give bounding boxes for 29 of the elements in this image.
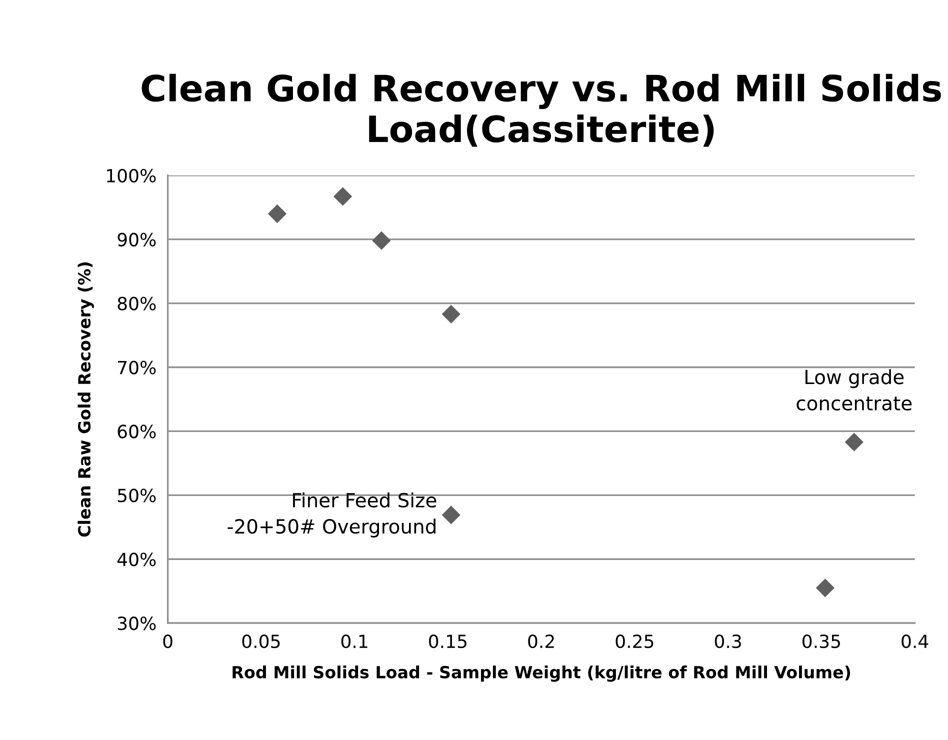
y-tick-label: 90% [118,232,156,246]
x-tick-label: 0.05 [242,634,280,648]
y-tick-label: 70% [118,360,156,374]
x-tick-label: 0.4 [902,634,928,648]
y-tick-label: 30% [118,616,156,630]
point [333,187,352,206]
y-tick-label: 100% [107,168,156,182]
x-tick-label: 0 [163,634,172,648]
point [268,204,287,224]
annotation: Low grade concentrate [796,369,912,411]
x-tick-label: 0.2 [528,634,554,648]
point [442,506,460,524]
x-tick-label: 0.3 [714,634,741,648]
x-tick-label: 0.25 [616,634,654,648]
point [442,304,460,324]
y-axis-title: Clean Raw Gold Recovery (%) [78,262,94,537]
x-tick-label: 0.1 [341,634,368,648]
y-tick-label: 50% [118,488,156,502]
point [844,432,864,452]
chart-title: Clean Gold Recovery vs. Rod Mill Solids Load(Cassiterite) [142,74,941,147]
x-axis-title: Rod Mill Solids Load - Sample Weight (kg/litre of Rod Mill Volume) [232,666,850,682]
x-tick-label: 0.15 [429,634,466,648]
x-tick-label: 0.35 [802,634,840,648]
y-tick-label: 40% [117,552,156,566]
point [372,231,391,250]
y-tick-label: 80% [118,296,156,310]
y-tick-label: 60% [118,424,156,438]
point [816,578,834,598]
annotation: Finer Feed Size -20+50# Overground [228,492,436,538]
